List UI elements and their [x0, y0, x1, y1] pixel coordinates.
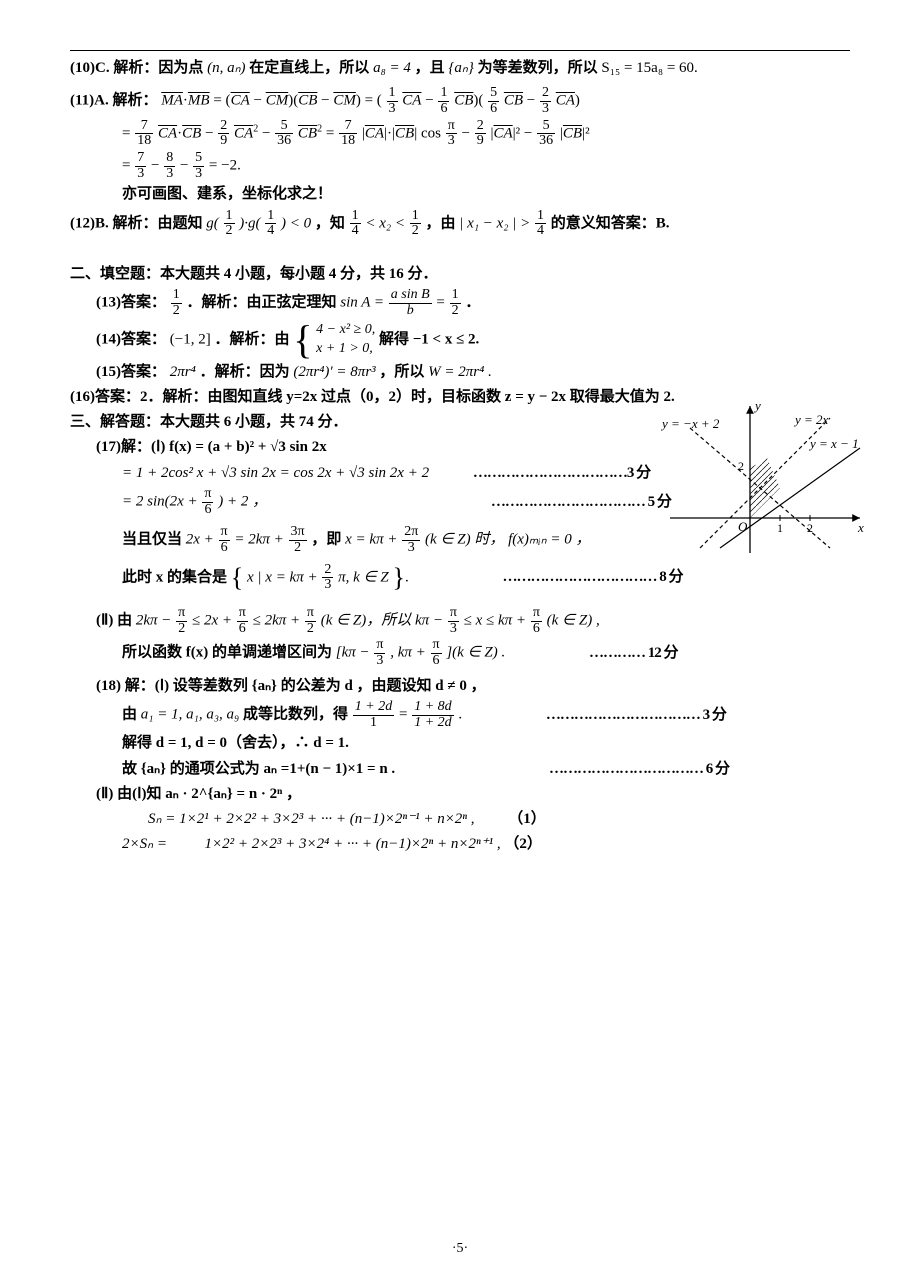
graph-y-label: y [753, 398, 761, 413]
q18-l2: 由 a₁ = 1, a₁, a₃, a₉ 成等比数列，得 1 + 2d1 = 1… [70, 700, 850, 730]
score-6: …………………………… 6 分 [549, 761, 729, 777]
q12: (12)B. 解析：由题知 g( 12 )·g( 14 ) < 0 ，知 14 … [70, 209, 850, 239]
q10-m3: 为等差数列，所以 [478, 60, 598, 76]
q18-l3: 解得 d = 1, d = 0（舍去），∴ d = 1. [70, 732, 850, 755]
q11-vec2: MB [188, 93, 210, 109]
q11-l3-eq: = [122, 158, 134, 174]
q18-l6: Sₙ = 1×2¹ + 2×2² + 3×2³ + ··· + (n−1)×2ⁿ… [70, 808, 850, 831]
frac-11a: 13 [387, 86, 398, 116]
q10-pt: (n, aₙ) [207, 60, 245, 76]
score-3b: …………………………… 3 分 [546, 707, 726, 723]
q14-system: { 4 − x² ≥ 0, x + 1 > 0, [293, 321, 375, 359]
q11-vec1: MA [161, 93, 183, 109]
q10-head: (10)C. 解析：因为点 [70, 60, 203, 76]
score-12: ………… 12 分 [589, 645, 678, 661]
graph-line3-label: y = −x + 2 [660, 416, 720, 431]
q14: (14)答案： (−1, 2] ．解析：由 { 4 − x² ≥ 0, x + … [70, 321, 850, 359]
q18-head: (18) 解：(Ⅰ) 设等差数列 {aₙ} 的公差为 d ，由题设知 d ≠ 0… [70, 675, 850, 698]
q10-set: {aₙ} [448, 60, 473, 76]
section-2-header: 二、填空题：本大题共 4 小题，每小题 4 分，共 16 分． [70, 263, 850, 286]
q10-eq2: S₁₅ = 15a₈ = 60. [601, 60, 697, 76]
q11-l2: = 718 CA·CB − 29 CA2 − 536 CB2 = 718 |CA… [70, 119, 850, 149]
q12-head: (12)B. 解析：由题知 [70, 215, 203, 231]
q10: (10)C. 解析：因为点 (n, aₙ) 在定直线上，所以 a₈ = 4 ，且… [70, 57, 850, 80]
q15: (15)答案： 2πr⁴ ．解析：因为 (2πr⁴)′ = 8πr³ ，所以 W… [70, 361, 850, 384]
q11-note: 亦可画图、建系，坐标化求之！ [70, 183, 850, 206]
graph-line2-label: y = x − 1 [808, 436, 859, 451]
q17-l5: 此时 x 的集合是 { x | x = kπ + 23 π, k ∈ Z }. … [70, 558, 850, 598]
q18-l5: (Ⅱ) 由(Ⅰ)知 aₙ · 2^{aₙ} = n · 2ⁿ ， [70, 783, 850, 806]
q17-l7: 所以函数 f(x) 的单调递增区间为 [kπ − π3 , kπ + π6 ](… [70, 638, 850, 668]
graph-tick-2: 2 [807, 521, 813, 535]
q11-l2-eq: = [122, 125, 134, 141]
page-number: ·5· [0, 1238, 920, 1260]
q18-l4: 故 {aₙ} 的通项公式为 aₙ =1+(n − 1)×1 = n . …………… [70, 758, 850, 781]
frac-11d: 23 [540, 86, 551, 116]
score-8: …………………………… 8 分 [502, 569, 682, 585]
frac-11c: 56 [488, 86, 499, 116]
graph-origin: O [738, 519, 748, 534]
q11-head: (11)A. 解析： [70, 93, 158, 109]
score-5: …………………………… 5 分 [491, 494, 671, 510]
q10-eq1: a₈ = 4 [373, 60, 411, 76]
q10-m2: ，且 [415, 60, 445, 76]
graph-tick-2y: 2 [738, 459, 744, 473]
q17-l6: (Ⅱ) 由 2kπ − π2 ≤ 2x + π6 ≤ 2kπ + π2 (k ∈… [70, 606, 850, 636]
frac-11b: 16 [438, 86, 449, 116]
q11-l1: (11)A. 解析： MA·MB = (CA − CM)(CB − CM) = … [70, 86, 850, 116]
score-3: ……………………………3 分 [473, 465, 650, 481]
graph-x-label: x [857, 520, 864, 535]
q11-l3: = 73 − 83 − 53 = −2. [70, 151, 850, 181]
q16-graph: y x O 1 2 2 y = 2x y = x − 1 y = −x + 2 [660, 398, 870, 558]
graph-tick-1: 1 [777, 521, 783, 535]
q10-m1: 在定直线上，所以 [249, 60, 369, 76]
graph-line1-label: y = 2x [793, 412, 829, 427]
q18-l7: 2×Sₙ = 1×2² + 2×2³ + 3×2⁴ + ··· + (n−1)×… [70, 833, 850, 856]
q13: (13)答案： 12 ．解析：由正弦定理知 sin A = a sin Bb =… [70, 288, 850, 318]
